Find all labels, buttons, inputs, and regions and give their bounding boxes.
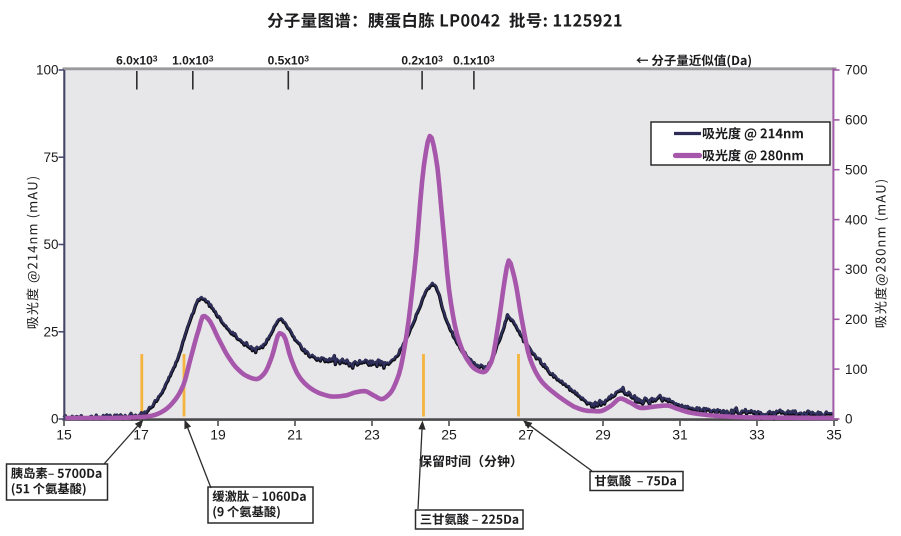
svg-text:21: 21	[287, 427, 303, 443]
svg-text:50: 50	[43, 237, 58, 252]
svg-text:100: 100	[36, 63, 59, 78]
svg-text:400: 400	[845, 212, 868, 227]
svg-text:500: 500	[845, 162, 868, 177]
svg-text:17: 17	[133, 427, 149, 443]
svg-text:6.0x103: 6.0x103	[116, 54, 158, 68]
svg-text:29: 29	[595, 427, 611, 443]
svg-text:33: 33	[749, 427, 765, 443]
svg-text:0: 0	[845, 412, 853, 427]
svg-text:300: 300	[845, 262, 868, 277]
svg-text:0.1x103: 0.1x103	[453, 54, 495, 68]
svg-text:200: 200	[845, 312, 868, 327]
svg-text:35: 35	[826, 427, 842, 443]
svg-text:19: 19	[210, 427, 226, 443]
svg-text:0.5x103: 0.5x103	[268, 54, 310, 68]
svg-text:700: 700	[845, 63, 868, 78]
svg-text:25: 25	[441, 427, 457, 443]
svg-text:15: 15	[56, 427, 72, 443]
svg-text:27: 27	[518, 427, 534, 443]
svg-text:1.0x103: 1.0x103	[172, 54, 214, 68]
svg-text:31: 31	[672, 427, 688, 443]
svg-text:23: 23	[364, 427, 380, 443]
svg-text:0.2x103: 0.2x103	[401, 54, 443, 68]
svg-text:600: 600	[845, 113, 868, 128]
svg-text:100: 100	[845, 362, 868, 377]
svg-text:75: 75	[43, 150, 58, 165]
svg-text:25: 25	[43, 324, 58, 339]
svg-text:0: 0	[51, 412, 59, 427]
